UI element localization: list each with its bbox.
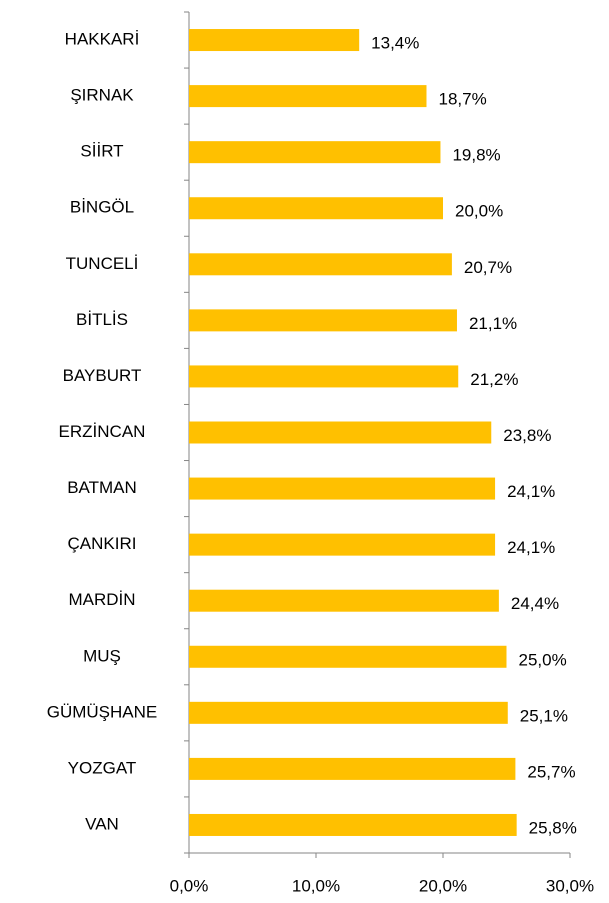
value-label: 13,4% xyxy=(371,34,419,53)
x-tick-label: 30,0% xyxy=(546,876,594,895)
x-tick-label: 0,0% xyxy=(170,876,209,895)
bar xyxy=(189,141,441,164)
bar xyxy=(189,85,427,108)
value-label: 20,7% xyxy=(464,258,512,277)
value-label: 23,8% xyxy=(503,426,551,445)
y-tick-label: BAYBURT xyxy=(63,366,142,385)
y-tick-label: TUNCELİ xyxy=(66,254,139,273)
value-label: 24,1% xyxy=(507,482,555,501)
x-tick-label: 20,0% xyxy=(419,876,467,895)
value-label: 19,8% xyxy=(452,146,500,165)
y-tick-label: BATMAN xyxy=(67,478,137,497)
bar xyxy=(189,589,499,612)
y-tick-label: MARDİN xyxy=(68,590,135,609)
y-tick-label: GÜMÜŞHANE xyxy=(47,702,158,721)
bar xyxy=(189,197,443,220)
value-label: 18,7% xyxy=(438,90,486,109)
bar xyxy=(189,29,360,52)
value-label: 24,1% xyxy=(507,538,555,557)
bar xyxy=(189,813,517,836)
y-tick-label: BİTLİS xyxy=(76,310,128,329)
y-tick-label: YOZGAT xyxy=(68,758,137,777)
value-label: 25,8% xyxy=(529,818,577,837)
bar xyxy=(189,757,516,780)
bar xyxy=(189,701,508,724)
bar xyxy=(189,421,492,444)
bar xyxy=(189,253,452,276)
y-tick-label: MUŞ xyxy=(83,646,121,665)
bar xyxy=(189,365,459,388)
value-label: 25,0% xyxy=(519,650,567,669)
value-label: 21,2% xyxy=(470,370,518,389)
bar xyxy=(189,533,496,556)
x-tick-label: 10,0% xyxy=(292,876,340,895)
value-label: 25,1% xyxy=(520,706,568,725)
bar xyxy=(189,309,457,332)
y-tick-label: SİİRT xyxy=(80,142,123,161)
bar xyxy=(189,477,496,500)
value-label: 21,1% xyxy=(469,314,517,333)
y-tick-label: ÇANKIRI xyxy=(68,534,137,553)
value-label: 25,7% xyxy=(527,762,575,781)
value-label: 24,4% xyxy=(511,594,559,613)
y-tick-label: ŞIRNAK xyxy=(70,86,134,105)
y-tick-label: HAKKARİ xyxy=(65,30,140,49)
y-tick-label: BİNGÖL xyxy=(70,198,134,217)
y-tick-label: ERZİNCAN xyxy=(59,422,146,441)
value-label: 20,0% xyxy=(455,202,503,221)
bar xyxy=(189,645,507,668)
y-tick-label: VAN xyxy=(85,814,119,833)
